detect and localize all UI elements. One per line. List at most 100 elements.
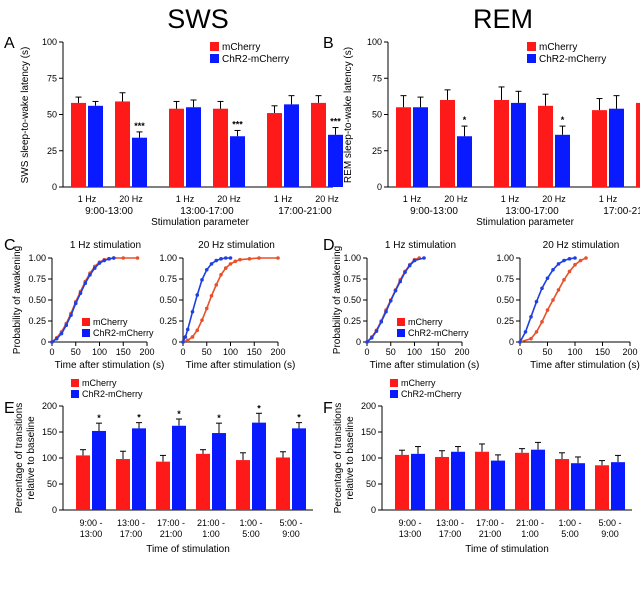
panel-d-plot-1-y-tick-label: 0 [356, 337, 361, 347]
panel-b-bar-chr2 [413, 107, 428, 187]
panel-c-plot-1-x-tick-label: 50 [71, 347, 81, 357]
panel-d-plot-2-point-mcherry [545, 308, 550, 312]
panel-f-bar-chr2 [411, 453, 425, 510]
panel-c-plot-1-point-mcherry [121, 256, 126, 260]
panel-e-y-label-line-1: Percentage of transitions [14, 403, 25, 514]
panel-c-plot-2-point-chr2 [223, 256, 228, 260]
panel-c-plot-2-x-tick-label: 0 [180, 347, 185, 357]
panel-d-plot-1-point-chr2 [412, 258, 417, 263]
panel-c-plot-2-point-mcherry [214, 283, 219, 287]
panel-f-y-tick-label: 200 [361, 401, 376, 411]
panel-c-plot-2-point-chr2 [214, 258, 219, 263]
panel-a-legend-mcherry: mCherry [222, 42, 260, 53]
panel-f-x-label: Time of stimulation [465, 544, 549, 555]
panel-e-bar-chr2 [252, 422, 266, 510]
panel-d-plot-2-point-mcherry [567, 269, 572, 274]
panel-b-y-tick-label: 25 [372, 146, 382, 156]
panel-a-freq-label: 1 Hz [274, 194, 293, 204]
panel-e-bar-chr2 [92, 430, 106, 510]
panel-e-bar-chr2 [292, 428, 306, 510]
panel-d-plot-2-y-tick-label: 0.25 [496, 316, 514, 326]
panel-e-y-tick-label: 0 [52, 505, 57, 515]
panel-d-plot-2-x-tick-label: 0 [517, 347, 522, 357]
panel-e-panel-letter: E [4, 400, 15, 417]
panel-c-plot-1-x-label: Time after stimulation (s) [55, 360, 165, 371]
panel-b-bar-mcherry [396, 107, 411, 187]
panel-a-significance: *** [232, 119, 243, 129]
panel-f-panel-letter: F [323, 400, 333, 417]
panel-c-plot-1-point-chr2 [69, 313, 73, 317]
panel-d-plot-2-y-tick-label: 0 [509, 337, 514, 347]
panel-f-category-label-line-1: 5:00 - [598, 518, 621, 528]
panel-e-category-label-line-1: 9:00 - [79, 518, 102, 528]
panel-d-plot-2-x-label: Time after stimulation (s) [530, 360, 640, 371]
panel-e-category-label-line-1: 5:00 - [279, 518, 302, 528]
panel-a-y-tick-label: 25 [47, 146, 57, 156]
panel-e-bar-mcherry [116, 459, 130, 510]
panel-e-bar-chr2 [212, 433, 226, 510]
panel-f-category-label-line-1: 9:00 - [398, 518, 421, 528]
panel-d-plot-2-point-chr2 [556, 262, 561, 266]
panel-d-plot-1-point-chr2 [374, 329, 379, 333]
panel-b-group-label: 17:00-21:00 [603, 206, 640, 217]
panel-d-plot-1-point-chr2 [403, 270, 407, 275]
panel-b-freq-label: 20 Hz [542, 194, 566, 204]
panel-c-plot-2-point-chr2 [209, 262, 214, 266]
panel-f-bar-chr2 [531, 449, 545, 510]
panel-a-bar-chr2 [230, 136, 245, 187]
panel-a-bar-chr2 [328, 134, 343, 187]
panel-f-category-label-line-2: 9:00 [601, 529, 619, 539]
panel-d-plot-1-legend-swatch-chr2 [397, 329, 405, 337]
panel-b-legend-swatch-chr2 [527, 54, 536, 63]
panel-d-plot-2-point-chr2 [551, 267, 555, 272]
panel-d-plot-1-point-chr2 [369, 336, 374, 340]
panel-e-category-label-line-1: 21:00 - [197, 518, 225, 528]
panel-c-plot-1-y-tick-label: 0.50 [28, 295, 46, 305]
panel-c-plot-2-title: 20 Hz stimulation [198, 240, 275, 251]
panel-a-y-label: SWS sleep-to-wake latency (s) [20, 47, 31, 184]
panel-f-bar-mcherry [395, 454, 409, 510]
panel-c-plot-2-point-chr2 [200, 278, 204, 282]
panel-d-plot-1-x-label: Time after stimulation (s) [370, 360, 480, 371]
panel-a-legend-swatch-chr2 [210, 54, 219, 63]
panel-e-bar-mcherry [276, 457, 290, 510]
panel-d-plot-2-point-chr2 [540, 286, 544, 291]
panel-d-plot-2-point-mcherry [529, 336, 533, 341]
panel-c-plot-2-point-chr2 [190, 309, 195, 314]
panel-c-plot-1-point-chr2 [78, 291, 83, 296]
panel-d-plot-2-y-tick-label: 0.50 [496, 295, 514, 305]
panel-c-plot-2-point-mcherry [257, 256, 261, 260]
panel-d-plot-2-x-tick-label: 150 [595, 347, 610, 357]
panel-c-plot-2-point-mcherry [233, 259, 238, 264]
panel-c-plot-1-x-tick-label: 200 [139, 347, 154, 357]
panel-f-category-label-line-1: 13:00 - [436, 518, 464, 528]
panel-f-bar-chr2 [611, 462, 625, 510]
panel-c-y-label: Probability of awakening [12, 246, 23, 354]
panel-d-plot-2-point-chr2 [523, 330, 528, 334]
panel-e-category-label-line-2: 9:00 [282, 529, 300, 539]
panel-a-group-label: 13:00-17:00 [180, 206, 234, 217]
panel-b-bar-chr2 [555, 134, 570, 187]
panel-f-category-label-line-1: 17:00 - [476, 518, 504, 528]
panel-c-plot-1-y-tick-label: 1.00 [28, 253, 46, 263]
panel-c-plot-1-point-chr2 [59, 331, 64, 336]
panel-c-plot-1-x-tick-label: 0 [49, 347, 54, 357]
panel-d-plot-2-x-tick-label: 200 [622, 347, 637, 357]
panel-c-plot-1-point-chr2 [111, 256, 116, 260]
panel-a-bar-chr2 [132, 137, 147, 187]
panel-f-bar-mcherry [475, 451, 489, 510]
panel-a-y-tick-label: 0 [52, 182, 57, 192]
panel-f-category-label-line-2: 13:00 [399, 529, 422, 539]
panel-d-plot-1-legend-chr2: ChR2-mCherry [408, 328, 469, 338]
panel-d-plot-1-point-chr2 [398, 279, 403, 284]
panel-d-plot-2-line-chr2 [519, 257, 576, 343]
panel-d-plot-1-point-chr2 [384, 309, 388, 314]
panel-c-plot-2-point-chr2 [181, 340, 185, 344]
panel-d-plot-1-point-chr2 [379, 320, 384, 324]
panel-e-significance: * [217, 413, 221, 423]
panel-a-group-label: 9:00-13:00 [85, 206, 133, 217]
panel-c-plot-2-x-tick-label: 150 [247, 347, 262, 357]
panel-a-y-tick-label: 75 [47, 73, 57, 83]
panel-c-plot-1-point-mcherry [135, 256, 140, 260]
